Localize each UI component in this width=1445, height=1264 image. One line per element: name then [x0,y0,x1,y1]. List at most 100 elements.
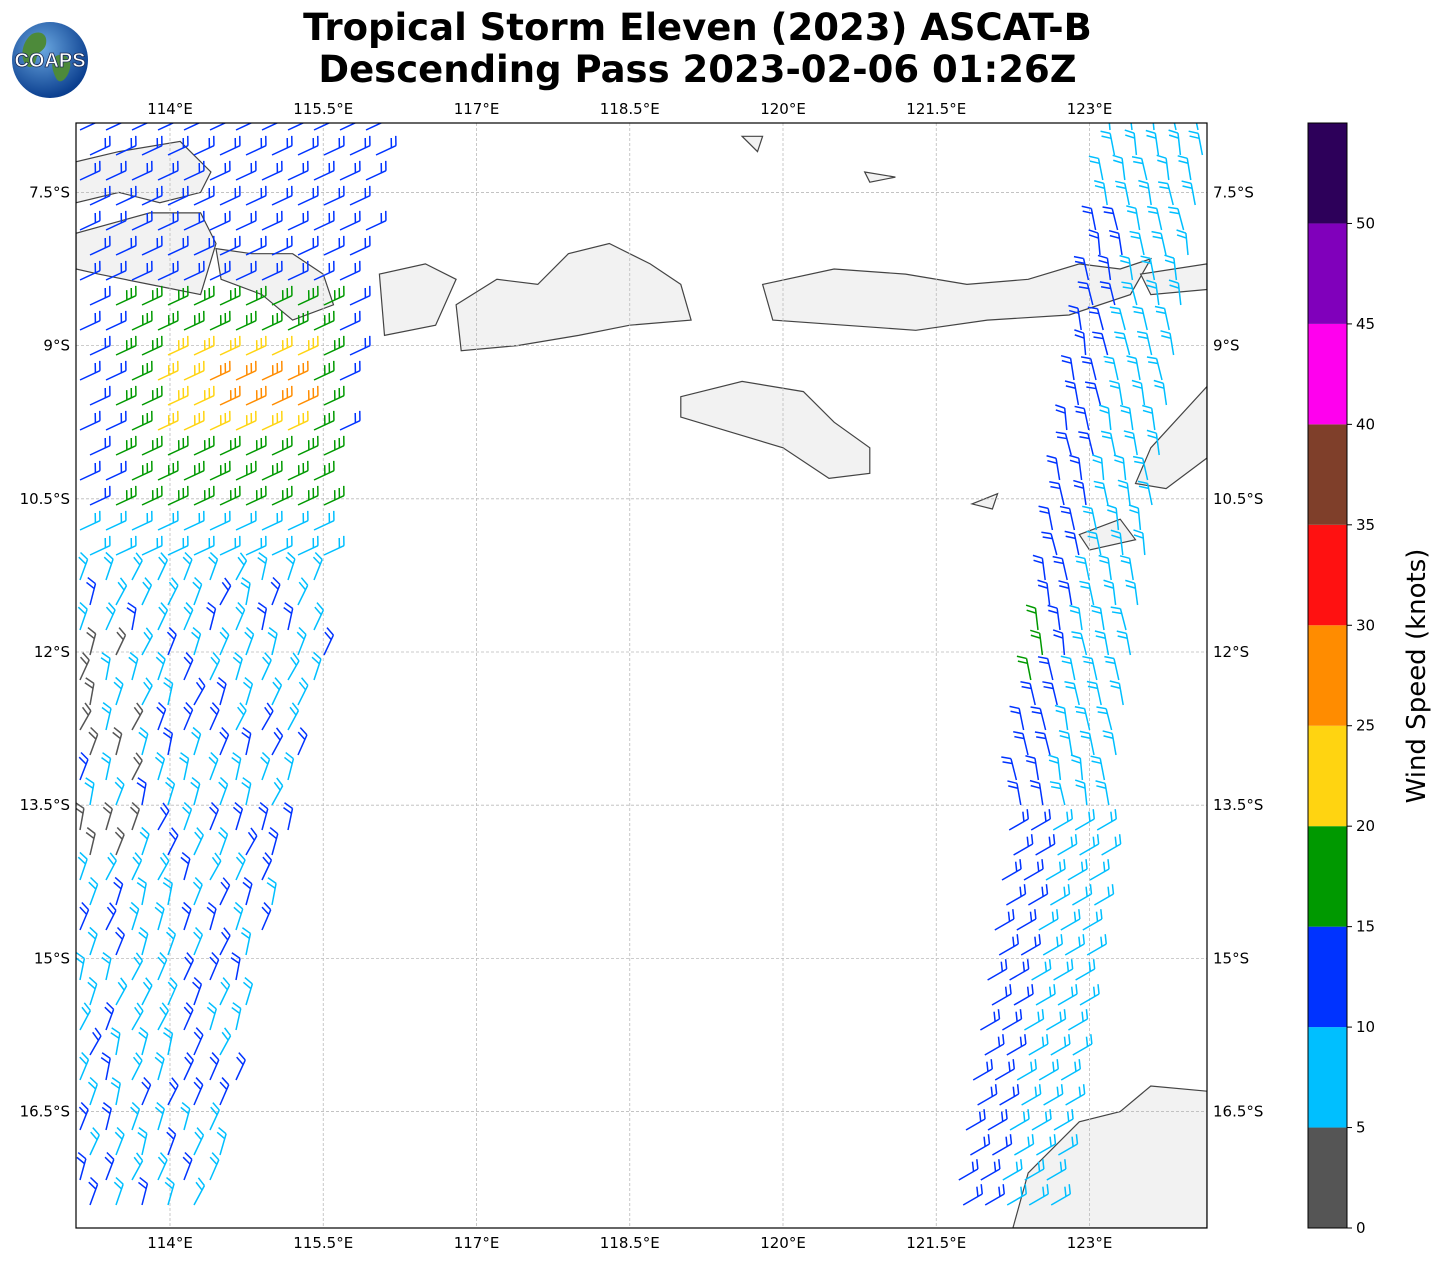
wind-barb [154,1101,166,1131]
wind-barb [1060,1059,1081,1081]
wind-barb [131,1002,144,1031]
wind-barb [261,702,274,731]
wind-barb [339,123,361,131]
wind-barb [1016,909,1037,931]
wind-barb [1038,1059,1059,1081]
lat-tick-label: 7.5°S [29,183,70,201]
wind-barb [193,1127,205,1156]
wind-barb [235,852,246,881]
wind-barb [88,876,99,906]
wind-barb [271,777,284,806]
colorbar-segment [1308,1027,1347,1128]
wind-barb [1090,605,1105,631]
wind-barb [958,1159,979,1181]
wind-barb [1064,934,1085,956]
wind-barb [323,135,345,156]
lon-tick-label: 115.5°E [293,100,353,118]
wind-barb [206,901,217,931]
wind-barb [1023,859,1044,881]
wind-barb [313,460,335,481]
wind-barb [271,535,293,556]
wind-barb [183,1052,195,1081]
wind-barb [1072,1034,1093,1056]
wind-barb [89,435,111,456]
wind-barb [297,485,319,506]
wind-barb [86,626,97,656]
wind-barb [141,1077,152,1106]
wind-barb [1067,859,1088,881]
wind-barb [1075,959,1096,981]
wind-barb [235,510,257,531]
wind-barb [86,576,97,606]
wind-barb [141,235,163,256]
wind-barb [1137,480,1153,506]
wind-barb [219,1027,232,1056]
lon-tick-label: 118.5°E [600,100,660,118]
land-masses [76,135,1207,1228]
wind-barb [1131,156,1148,181]
wind-barb [1028,884,1049,906]
wind-barb [1043,1084,1064,1106]
wind-barb [245,135,267,156]
wind-barb [218,776,229,806]
wind-barb [209,510,231,531]
wind-barb [1119,555,1134,581]
wind-barb [1049,781,1066,806]
wind-barb [994,1059,1015,1081]
wind-barb [1095,780,1110,806]
wind-barb [1138,179,1152,206]
wind-barb [231,752,242,781]
wind-barb [167,435,189,456]
wind-barb [157,552,169,581]
lat-tick-label: 13.5°S [1213,796,1263,814]
colorbar-segment [1308,524,1347,626]
wind-barb [1090,755,1106,781]
wind-barb [258,801,269,831]
wind-barb [1126,355,1141,381]
wind-barb [271,435,293,456]
map-title-line1: Tropical Storm Eleven (2023) ASCAT-B [303,6,1092,49]
wind-barb [1054,704,1069,731]
wind-barb [1052,629,1066,656]
wind-barb [115,185,137,206]
wind-barb [297,535,319,556]
wind-barb [1164,254,1178,281]
wind-barb [313,123,335,131]
wind-barb [1013,834,1034,856]
wind-barb [183,510,205,531]
colorbar-tick-label: 20 [1356,817,1375,835]
wind-barb [113,1176,124,1206]
wind-barb [1132,306,1148,331]
wind-barb [183,602,194,631]
wind-barb [85,827,96,856]
wind-barb [216,1126,227,1156]
wind-barb [313,160,335,181]
wind-barb [1069,604,1083,631]
wind-barb [323,385,345,406]
wind-barb [115,435,137,456]
wind-barb [79,410,101,431]
lon-tick-label: 123°E [1067,1234,1113,1252]
wind-barb [78,751,89,781]
wind-barb [1002,1159,1023,1181]
wind-barb [1102,206,1119,231]
wind-barb [1098,404,1112,431]
lon-tick-label: 117°E [454,1234,500,1252]
wind-barb [1082,505,1098,531]
wind-barb [261,510,283,531]
wind-barb [1115,180,1130,206]
wind-barb [1084,381,1102,406]
wind-barb [156,701,167,731]
wind-barb [157,510,179,531]
colorbar-segment [1308,625,1347,726]
wind-barb [141,435,163,456]
wind-barb [244,626,255,656]
wind-barb [998,934,1019,956]
wind-barb [1109,380,1124,406]
wind-barb [219,135,241,156]
wind-barb [141,577,153,606]
wind-barb [1074,329,1087,356]
wind-barb [1068,304,1082,331]
wind-barb [339,260,361,281]
wind-barb [287,210,309,231]
